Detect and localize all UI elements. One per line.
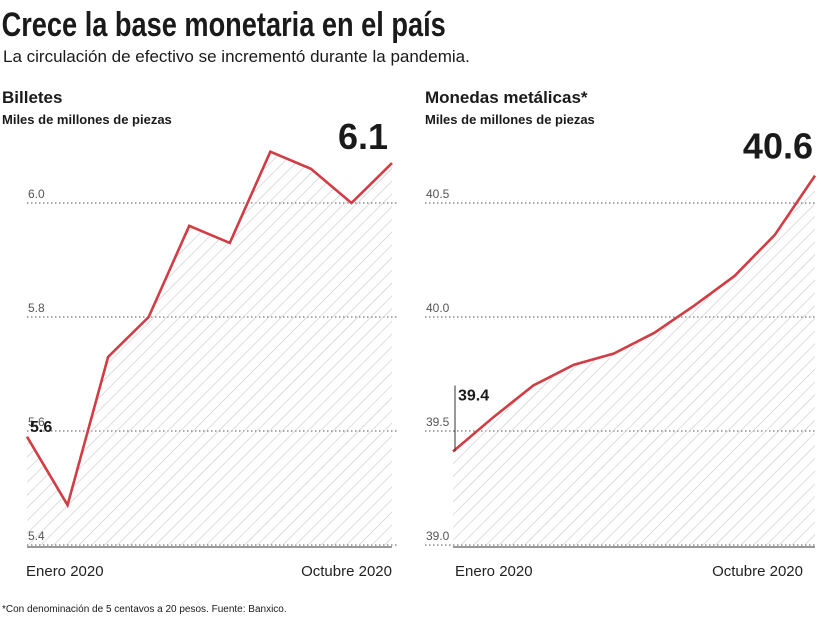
area-fill xyxy=(27,151,392,545)
y-tick-label: 40.5 xyxy=(426,187,450,201)
footnote: *Con denominación de 5 centavos a 20 pes… xyxy=(2,604,287,615)
y-tick-label: 6.0 xyxy=(28,187,45,201)
y-tick-label: 39.0 xyxy=(426,529,450,543)
panel-title: Monedas metálicas* xyxy=(425,88,588,107)
line xyxy=(452,174,817,453)
page-subtitle: La circulación de efectivo se incrementó… xyxy=(3,47,470,66)
panel-subtitle: Miles de millones de piezas xyxy=(2,112,172,127)
y-tick-label: 5.6 xyxy=(28,415,45,429)
panel-title: Billetes xyxy=(2,88,62,107)
panel-subtitle: Miles de millones de piezas xyxy=(425,112,595,127)
y-tick-label: 40.0 xyxy=(426,301,450,315)
x-tick-label: Enero 2020 xyxy=(26,563,104,580)
x-tick-label: Octubre 2020 xyxy=(301,563,392,580)
y-tick-label: 39.5 xyxy=(426,415,450,429)
value-label: 6.1 xyxy=(338,116,388,157)
line xyxy=(25,150,393,509)
value-label: 40.6 xyxy=(743,126,813,167)
x-tick-label: Enero 2020 xyxy=(455,563,533,580)
value-label: 5.6 xyxy=(30,419,52,436)
x-tick-label: Octubre 2020 xyxy=(712,563,803,580)
y-tick-label: 5.8 xyxy=(28,301,45,315)
value-label: 39.4 xyxy=(458,388,489,405)
page-title: Crece la base monetaria en el país xyxy=(2,5,446,44)
area-fill xyxy=(453,175,815,545)
